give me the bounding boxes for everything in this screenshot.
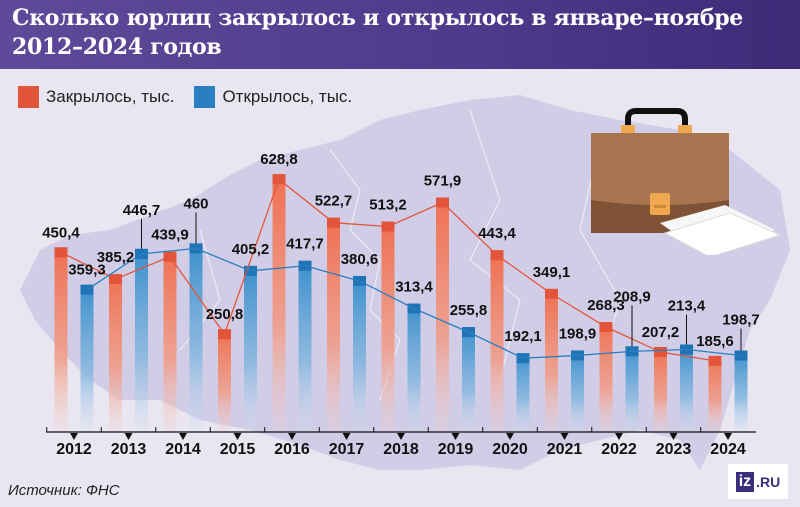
x-tick-label-2023: 2023 — [656, 441, 692, 458]
value-label-opened-2017: 380,6 — [341, 251, 379, 268]
x-tick-label-2019: 2019 — [438, 441, 474, 458]
title-line-1: Сколько юрлиц закрылось и открылось в ян… — [12, 5, 743, 31]
tick-marker-icon — [70, 433, 78, 440]
line-closed — [60, 178, 716, 362]
bar-opened-2013 — [135, 248, 148, 432]
value-label-closed-2022: 268,3 — [587, 297, 625, 314]
value-label-closed-2019: 571,9 — [424, 173, 462, 190]
title-line-2: 2012–2024 годов — [12, 34, 222, 60]
x-tick-label-2018: 2018 — [383, 441, 419, 458]
value-label-closed-2023: 207,2 — [642, 324, 680, 341]
logo-mark: iz — [735, 471, 755, 492]
bar-opened-2022 — [625, 346, 639, 432]
bar-opened-2014 — [189, 243, 203, 432]
bar-opened-2020 — [516, 353, 530, 432]
bar-closed-2021 — [545, 288, 558, 432]
iz-ru-logo: iz .RU — [728, 464, 788, 499]
x-tick-label-2022: 2022 — [601, 441, 637, 458]
value-label-closed-2013: 385,2 — [97, 249, 135, 266]
tick-marker-icon — [288, 433, 296, 440]
x-tick-label-2021: 2021 — [547, 441, 583, 458]
legend-swatch-opened — [194, 86, 216, 108]
legend-label-opened: Открылось, тыс. — [222, 87, 353, 106]
legend: Закрылось, тыс. Открылось, тыс. — [18, 86, 364, 108]
bar-opened-2021 — [571, 350, 584, 432]
value-label-opened-2015: 405,2 — [232, 241, 270, 258]
value-label-closed-2024: 185,6 — [696, 333, 734, 350]
tick-marker-icon — [179, 433, 187, 440]
bar-closed-2024 — [708, 355, 722, 432]
tick-marker-icon — [724, 433, 732, 440]
briefcase-illustration — [591, 108, 782, 255]
bar-closed-2017 — [327, 217, 340, 432]
x-tick-label-2014: 2014 — [165, 441, 201, 458]
legend-label-closed: Закрылось, тыс. — [46, 87, 175, 106]
bar-opened-2015 — [244, 265, 257, 432]
bar-closed-2018 — [381, 221, 395, 432]
bar-closed-2012 — [54, 247, 68, 432]
tick-marker-icon — [560, 433, 569, 440]
value-label-opened-2014: 460 — [183, 195, 208, 212]
tick-marker-icon — [669, 433, 678, 440]
bar-opened-2016 — [298, 260, 312, 432]
briefcase-handle — [625, 108, 688, 131]
tick-marker-icon — [506, 433, 514, 440]
value-label-closed-2020: 443,4 — [478, 225, 516, 242]
value-label-closed-2012: 450,4 — [42, 224, 80, 241]
value-label-closed-2014: 439,9 — [151, 227, 189, 244]
bar-closed-2022 — [599, 321, 613, 432]
bar-closed-2020 — [490, 250, 504, 432]
bar-closed-2015 — [218, 329, 231, 432]
value-label-opened-2021: 198,9 — [559, 325, 597, 342]
bar-closed-2014 — [163, 251, 177, 432]
value-label-closed-2017: 522,7 — [315, 193, 353, 210]
tick-marker-icon — [124, 433, 133, 440]
bar-closed-2023 — [654, 347, 667, 432]
bar-opened-2017 — [353, 275, 366, 432]
tick-marker-icon — [342, 433, 351, 440]
value-label-opened-2024: 198,7 — [722, 312, 760, 329]
map-region-borders — [179, 109, 621, 401]
value-label-closed-2015: 250,8 — [206, 306, 244, 323]
x-tick-label-2024: 2024 — [710, 441, 746, 458]
value-label-opened-2018: 313,4 — [395, 279, 433, 296]
legend-item-opened: Открылось, тыс. — [194, 86, 352, 108]
bar-opened-2018 — [407, 303, 421, 432]
tick-marker-icon — [615, 433, 623, 440]
bar-closed-2019 — [436, 197, 449, 432]
tick-marker-icon — [233, 433, 242, 440]
bar-opened-2024 — [734, 350, 748, 432]
tick-marker-icon — [397, 433, 405, 440]
tick-marker-icon — [451, 433, 460, 440]
logo-text: .RU — [756, 473, 781, 490]
header: Сколько юрлиц закрылось и открылось в ян… — [0, 0, 800, 69]
bar-opened-2012 — [80, 284, 94, 432]
x-tick-label-2020: 2020 — [492, 441, 528, 458]
value-label-closed-2016: 628,8 — [260, 151, 298, 168]
page-title: Сколько юрлиц закрылось и открылось в ян… — [12, 4, 743, 62]
value-label-opened-2022: 208,9 — [613, 288, 651, 305]
legend-swatch-closed — [18, 86, 39, 108]
value-label-opened-2016: 417,7 — [286, 236, 324, 253]
bar-closed-2016 — [272, 174, 286, 432]
bar-closed-2013 — [109, 274, 122, 432]
x-tick-label-2013: 2013 — [111, 441, 147, 458]
value-label-opened-2013: 446,7 — [123, 202, 161, 219]
legend-item-closed: Закрылось, тыс. — [18, 86, 174, 108]
x-tick-label-2012: 2012 — [56, 441, 92, 458]
source-note: Источник: ФНС — [8, 482, 120, 499]
x-tick-label-2017: 2017 — [329, 441, 365, 458]
x-tick-label-2016: 2016 — [274, 441, 310, 458]
value-label-closed-2021: 349,1 — [533, 264, 571, 281]
value-label-opened-2019: 255,8 — [450, 302, 488, 319]
bar-opened-2019 — [462, 327, 475, 432]
value-label-closed-2018: 513,2 — [369, 197, 407, 214]
briefcase-clasp — [650, 193, 670, 215]
value-label-opened-2012: 359,3 — [68, 262, 106, 279]
line-opened — [86, 247, 742, 359]
x-tick-label-2015: 2015 — [220, 441, 256, 458]
value-label-opened-2023: 213,4 — [668, 298, 706, 315]
value-label-opened-2020: 192,1 — [504, 328, 542, 345]
